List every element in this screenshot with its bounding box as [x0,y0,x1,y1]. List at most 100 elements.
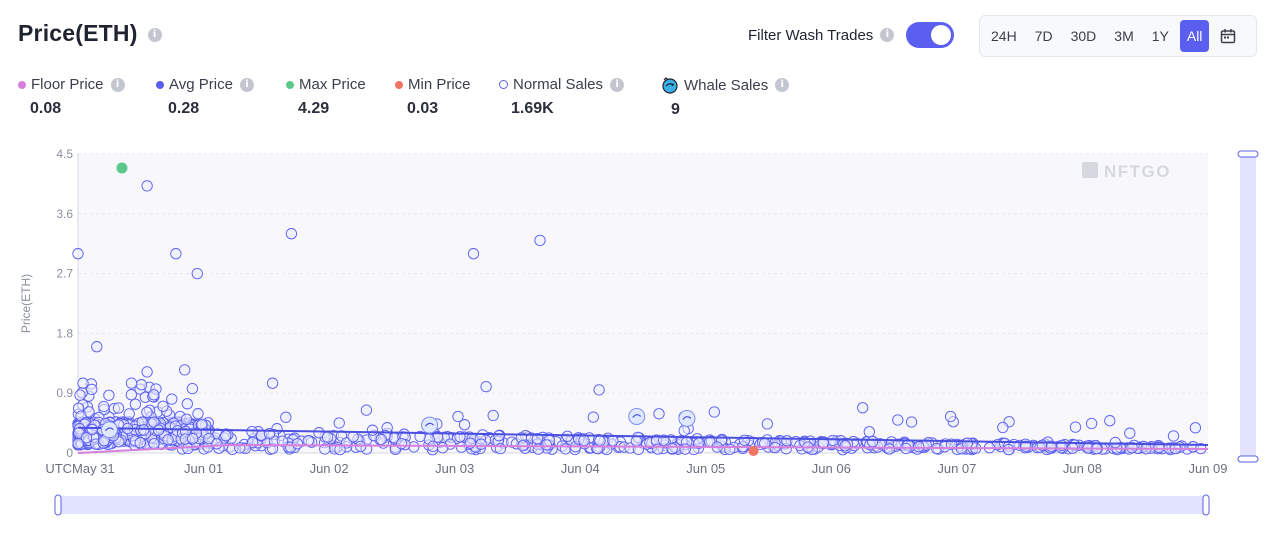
normal-sale-point[interactable] [148,438,160,450]
normal-sale-point[interactable] [211,438,223,450]
normal-sale-point[interactable] [135,379,148,391]
normal-sale-point[interactable] [152,424,165,436]
normal-sale-point[interactable] [883,443,896,455]
info-icon[interactable]: i [610,77,625,92]
normal-sale-point[interactable] [540,439,553,451]
notable-sale-point[interactable] [944,410,957,423]
normal-sale-point[interactable] [961,437,974,449]
normal-sale-point[interactable] [493,430,505,442]
normal-sale-point[interactable] [452,410,464,423]
normal-sale-point[interactable] [334,443,346,456]
normal-sale-point[interactable] [74,389,86,401]
normal-sale-point[interactable] [98,400,110,413]
normal-sale-point[interactable] [487,409,499,422]
notable-sale-point[interactable] [467,248,480,260]
range-30d-button[interactable]: 30D [1070,28,1097,44]
normal-sale-point[interactable] [125,389,137,401]
wash-trade-toggle[interactable] [906,22,955,48]
normal-sale-point[interactable] [905,416,918,428]
normal-sale-point[interactable] [594,435,606,447]
normal-sale-point[interactable] [246,425,258,438]
whale-sale-point[interactable] [421,416,439,434]
normal-sale-point[interactable] [863,426,875,438]
normal-sale-point[interactable] [157,400,169,412]
x-zoom-handle-left[interactable] [54,494,62,516]
normal-sale-point[interactable] [761,418,773,430]
normal-sale-point[interactable] [112,402,125,414]
normal-sale-point[interactable] [375,433,387,446]
normal-sale-point[interactable] [653,408,665,420]
normal-sale-point[interactable] [321,431,334,443]
normal-sale-point[interactable] [166,393,178,405]
normal-sale-point[interactable] [181,398,193,410]
normal-sale-point[interactable] [1109,436,1121,449]
min-price-point[interactable] [748,446,759,457]
normal-sale-point[interactable] [1104,415,1116,427]
normal-sale-point[interactable] [738,434,751,446]
normal-sale-point[interactable] [141,406,153,418]
normal-sale-point[interactable] [666,442,678,455]
normal-sale-point[interactable] [333,417,345,429]
notable-sale-point[interactable] [266,377,279,389]
normal-sale-point[interactable] [162,434,174,446]
notable-sale-point[interactable] [285,228,298,240]
normal-sale-point[interactable] [652,443,664,455]
normal-sale-point[interactable] [679,443,691,455]
normal-sale-point[interactable] [1002,443,1015,456]
normal-sale-point[interactable] [866,435,879,448]
notable-sale-point[interactable] [170,248,182,260]
normal-sale-point[interactable] [1167,430,1180,442]
normal-sale-point[interactable] [220,430,232,442]
normal-sale-point[interactable] [559,443,572,455]
x-zoom-handle-right[interactable] [1202,494,1210,516]
normal-sale-point[interactable] [203,432,215,445]
normal-sale-point[interactable] [1124,427,1136,439]
info-icon[interactable]: i [110,77,125,92]
notable-sale-point[interactable] [91,341,103,353]
normal-sale-point[interactable] [1069,421,1082,433]
normal-sale-point[interactable] [678,425,690,437]
normal-sale-point[interactable] [578,434,590,447]
normal-sale-point[interactable] [997,421,1009,434]
normal-sale-point[interactable] [724,443,736,456]
info-icon[interactable]: i [147,28,162,42]
normal-sale-point[interactable] [437,442,449,454]
normal-sale-point[interactable] [187,433,199,445]
range-1y-button[interactable]: 1Y [1151,28,1169,44]
normal-sale-point[interactable] [192,408,204,420]
y-zoom-handle-top[interactable] [1237,150,1259,158]
range-all-button[interactable]: All [1179,20,1210,52]
normal-sale-point[interactable] [587,411,599,423]
normal-sale-point[interactable] [186,382,199,395]
y-zoom-track[interactable] [1240,154,1256,459]
normal-sale-point[interactable] [458,419,471,431]
notable-sale-point[interactable] [593,384,605,396]
normal-sale-point[interactable] [708,406,720,418]
normal-sale-point[interactable] [630,435,643,447]
normal-sale-point[interactable] [77,377,89,389]
normal-sale-point[interactable] [134,437,146,449]
normal-sale-point[interactable] [291,438,304,450]
info-icon[interactable]: i [775,78,790,92]
normal-sale-point[interactable] [561,430,574,442]
notable-sale-point[interactable] [534,234,546,247]
notable-sale-point[interactable] [141,366,153,378]
normal-sale-point[interactable] [86,423,98,436]
normal-sale-point[interactable] [1085,417,1098,430]
normal-sale-point[interactable] [276,435,289,447]
normal-sale-point[interactable] [125,377,138,389]
notable-sale-point[interactable] [191,267,203,280]
range-24h-button[interactable]: 24H [991,28,1017,44]
normal-sale-point[interactable] [86,383,98,396]
range-3m-button[interactable]: 3M [1114,28,1134,44]
range-7d-button[interactable]: 7D [1034,28,1053,44]
notable-sale-point[interactable] [1189,422,1202,434]
normal-sale-point[interactable] [80,431,93,444]
normal-sale-point[interactable] [280,411,292,423]
normal-sale-point[interactable] [360,404,373,416]
normal-sale-point[interactable] [129,398,142,410]
info-icon[interactable]: i [239,77,254,92]
normal-sale-point[interactable] [892,414,904,426]
whale-sale-point[interactable] [628,407,646,425]
normal-sale-point[interactable] [475,438,487,450]
